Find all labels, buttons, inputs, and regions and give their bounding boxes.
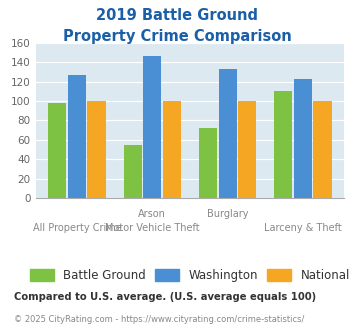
Bar [219, 69, 237, 198]
Legend: Battle Ground, Washington, National: Battle Ground, Washington, National [30, 269, 350, 282]
Bar [48, 103, 66, 198]
Text: Larceny & Theft: Larceny & Theft [264, 223, 342, 233]
Text: Arson: Arson [138, 209, 166, 219]
Bar [68, 75, 86, 198]
Bar [143, 55, 161, 198]
Bar [163, 101, 181, 198]
Bar [274, 91, 293, 198]
Text: Burglary: Burglary [207, 209, 248, 219]
Text: © 2025 CityRating.com - https://www.cityrating.com/crime-statistics/: © 2025 CityRating.com - https://www.city… [14, 315, 305, 324]
Text: Property Crime Comparison: Property Crime Comparison [63, 29, 292, 44]
Bar [294, 79, 312, 198]
Bar [313, 101, 332, 198]
Text: All Property Crime: All Property Crime [33, 223, 121, 233]
Bar [238, 101, 256, 198]
Text: 2019 Battle Ground: 2019 Battle Ground [97, 8, 258, 23]
Bar [124, 145, 142, 198]
Text: Compared to U.S. average. (U.S. average equals 100): Compared to U.S. average. (U.S. average … [14, 292, 316, 302]
Bar [199, 128, 217, 198]
Text: Motor Vehicle Theft: Motor Vehicle Theft [105, 223, 200, 233]
Bar [87, 101, 105, 198]
